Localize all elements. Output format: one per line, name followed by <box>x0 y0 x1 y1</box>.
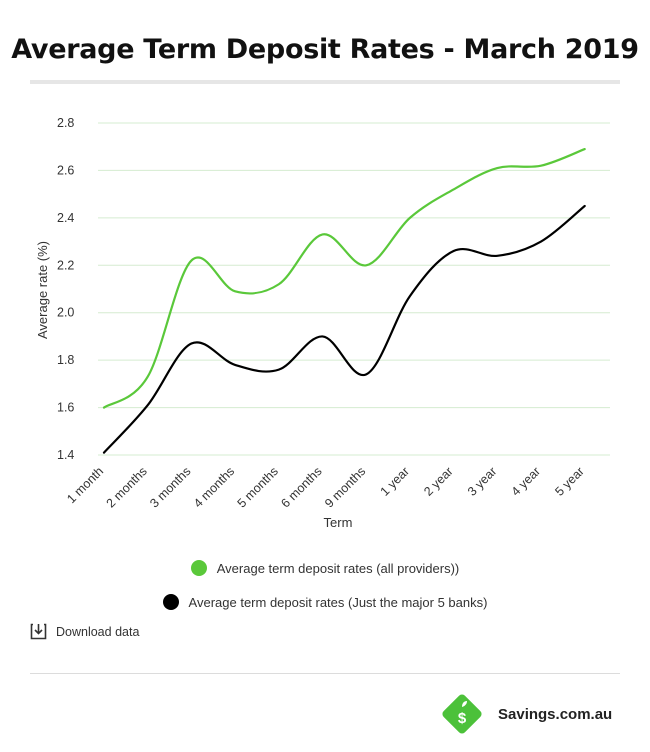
download-icon <box>30 623 47 640</box>
x-tick-label: 2 year <box>421 464 455 498</box>
y-tick-label: 2.0 <box>57 306 74 320</box>
data-point <box>584 205 586 207</box>
data-point <box>496 167 498 169</box>
data-point <box>540 165 542 167</box>
data-point <box>147 376 149 378</box>
x-tick-label: 6 months <box>278 464 324 510</box>
x-tick-label: 9 months <box>322 464 368 510</box>
y-tick-label: 2.8 <box>57 116 74 130</box>
y-tick-label: 1.8 <box>57 353 74 367</box>
savings-logo-icon: $ <box>442 694 482 734</box>
data-point <box>409 295 411 297</box>
x-tick-label: 4 year <box>509 464 543 498</box>
footer-divider <box>30 673 620 674</box>
data-point <box>147 404 149 406</box>
y-tick-label: 1.6 <box>57 401 74 415</box>
y-tick-label: 2.4 <box>57 211 74 225</box>
x-tick-label: 4 months <box>191 464 237 510</box>
legend-label-major-banks: Average term deposit rates (Just the maj… <box>188 594 488 610</box>
data-point <box>234 364 236 366</box>
title-divider <box>30 80 620 84</box>
data-point <box>190 260 192 262</box>
svg-text:$: $ <box>458 710 467 727</box>
data-point <box>453 188 455 190</box>
y-tick-label: 2.2 <box>57 258 74 272</box>
data-point <box>103 407 105 409</box>
y-tick-label: 2.6 <box>57 163 74 177</box>
data-point <box>409 217 411 219</box>
x-tick-label: 3 months <box>147 464 193 510</box>
x-tick-label: 2 months <box>104 464 150 510</box>
x-tick-label: 5 months <box>235 464 281 510</box>
legend-item-major-banks[interactable]: Average term deposit rates (Just the maj… <box>0 594 650 610</box>
data-point <box>496 255 498 257</box>
legend-item-all-providers[interactable]: Average term deposit rates (all provider… <box>0 560 650 576</box>
brand-name: Savings.com.au <box>498 705 613 723</box>
data-point <box>453 250 455 252</box>
x-tick-label: 1 year <box>378 464 412 498</box>
chart-title: Average Term Deposit Rates - March 2019 <box>11 34 639 65</box>
brand-logo[interactable]: $ Savings.com.au <box>440 692 612 736</box>
x-tick-label: 5 year <box>552 464 586 498</box>
legend-swatch-black <box>162 594 179 610</box>
data-point <box>278 369 280 371</box>
download-data-label: Download data <box>56 624 140 639</box>
y-tick-label: 1.4 <box>57 448 74 462</box>
data-point <box>234 290 236 292</box>
data-point <box>103 452 105 454</box>
data-point <box>322 233 324 235</box>
data-point <box>540 241 542 243</box>
data-point <box>584 148 586 150</box>
legend-swatch-green <box>190 560 207 576</box>
x-tick-label: 3 year <box>465 464 499 498</box>
data-point <box>365 373 367 375</box>
data-point <box>365 264 367 266</box>
x-tick-label: 1 month <box>64 464 106 506</box>
y-axis-title: Average rate (%) <box>35 241 50 339</box>
series-line-major-banks <box>102 204 586 454</box>
x-axis-title: Term <box>324 515 353 530</box>
legend-label-all-providers: Average term deposit rates (all provider… <box>216 560 460 576</box>
series-line-all-providers <box>102 147 586 409</box>
download-data-button[interactable]: Download data <box>30 623 139 640</box>
data-point <box>278 283 280 285</box>
data-point <box>322 335 324 337</box>
data-point <box>190 343 192 345</box>
